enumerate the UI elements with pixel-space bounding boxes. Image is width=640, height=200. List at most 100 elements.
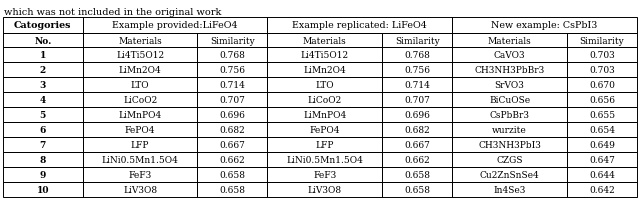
Text: LiMnPO4: LiMnPO4 — [303, 110, 346, 119]
Bar — [198, 34, 268, 48]
Bar — [3, 78, 83, 93]
Text: 0.696: 0.696 — [220, 110, 245, 119]
Text: 0.768: 0.768 — [404, 51, 430, 60]
Bar — [452, 152, 567, 167]
Text: Example provided:LiFeO4: Example provided:LiFeO4 — [113, 21, 238, 30]
Text: Li4Ti5O12: Li4Ti5O12 — [116, 51, 164, 60]
Text: 0.667: 0.667 — [404, 140, 430, 149]
Bar — [83, 152, 198, 167]
Bar — [382, 137, 452, 152]
Text: LiCoO2: LiCoO2 — [123, 96, 157, 104]
Text: 0.658: 0.658 — [404, 170, 430, 179]
Bar — [452, 48, 567, 63]
Text: SrVO3: SrVO3 — [495, 81, 525, 90]
Text: 3: 3 — [40, 81, 46, 90]
Text: 2: 2 — [40, 66, 46, 75]
Bar — [268, 107, 382, 122]
Text: 0.654: 0.654 — [589, 125, 615, 134]
Text: 0.707: 0.707 — [220, 96, 245, 104]
Text: 0.658: 0.658 — [220, 185, 246, 194]
Bar — [198, 48, 268, 63]
Bar — [382, 93, 452, 107]
Bar — [382, 78, 452, 93]
Bar — [382, 107, 452, 122]
Text: LiCoO2: LiCoO2 — [308, 96, 342, 104]
Bar — [3, 137, 83, 152]
Text: CaVO3: CaVO3 — [494, 51, 525, 60]
Bar — [452, 122, 567, 137]
Text: CsPbBr3: CsPbBr3 — [490, 110, 530, 119]
Text: 0.714: 0.714 — [404, 81, 430, 90]
Bar — [268, 34, 382, 48]
Text: LFP: LFP — [316, 140, 334, 149]
Text: 0.707: 0.707 — [404, 96, 430, 104]
Bar — [268, 122, 382, 137]
Text: FePO4: FePO4 — [310, 125, 340, 134]
Bar — [268, 182, 382, 197]
Bar — [382, 167, 452, 182]
Bar — [198, 167, 268, 182]
Text: Similarity: Similarity — [395, 36, 440, 45]
Bar — [567, 167, 637, 182]
Bar — [83, 107, 198, 122]
Bar — [382, 182, 452, 197]
Text: LiV3O8: LiV3O8 — [123, 185, 157, 194]
Bar — [83, 34, 198, 48]
Bar — [3, 34, 83, 48]
Text: Materials: Materials — [488, 36, 531, 45]
Text: Li4Ti5O12: Li4Ti5O12 — [301, 51, 349, 60]
Bar — [268, 137, 382, 152]
Bar — [567, 182, 637, 197]
Text: 4: 4 — [40, 96, 46, 104]
Bar — [382, 34, 452, 48]
Text: 9: 9 — [40, 170, 46, 179]
Bar — [3, 48, 83, 63]
Text: LTO: LTO — [131, 81, 149, 90]
Bar — [452, 18, 637, 34]
Text: CZGS: CZGS — [497, 155, 523, 164]
Bar — [198, 182, 268, 197]
Bar — [452, 167, 567, 182]
Bar — [3, 167, 83, 182]
Bar — [198, 63, 268, 78]
Bar — [83, 18, 268, 34]
Text: 0.662: 0.662 — [404, 155, 430, 164]
Text: 8: 8 — [40, 155, 46, 164]
Bar — [3, 18, 83, 34]
Text: 0.658: 0.658 — [404, 185, 430, 194]
Text: Catogories: Catogories — [14, 21, 72, 30]
Text: 0.703: 0.703 — [589, 51, 615, 60]
Bar — [567, 107, 637, 122]
Text: 0.647: 0.647 — [589, 155, 615, 164]
Bar — [3, 107, 83, 122]
Bar — [83, 137, 198, 152]
Text: LiNi0.5Mn1.5O4: LiNi0.5Mn1.5O4 — [287, 155, 364, 164]
Text: In4Se3: In4Se3 — [493, 185, 526, 194]
Text: FeF3: FeF3 — [129, 170, 152, 179]
Bar — [382, 48, 452, 63]
Bar — [83, 78, 198, 93]
Bar — [268, 48, 382, 63]
Text: FeF3: FeF3 — [313, 170, 337, 179]
Text: BiCuOSe: BiCuOSe — [489, 96, 530, 104]
Bar — [83, 63, 198, 78]
Text: CH3NH3PbI3: CH3NH3PbI3 — [478, 140, 541, 149]
Text: 0.756: 0.756 — [220, 66, 246, 75]
Text: No.: No. — [34, 36, 52, 45]
Bar — [83, 93, 198, 107]
Text: 0.656: 0.656 — [589, 96, 615, 104]
Text: FePO4: FePO4 — [125, 125, 156, 134]
Text: 7: 7 — [40, 140, 46, 149]
Text: 0.682: 0.682 — [220, 125, 245, 134]
Bar — [452, 182, 567, 197]
Text: Example replicated: LiFeO4: Example replicated: LiFeO4 — [292, 21, 428, 30]
Bar — [268, 152, 382, 167]
Bar — [198, 122, 268, 137]
Text: 6: 6 — [40, 125, 46, 134]
Text: LiMn2O4: LiMn2O4 — [119, 66, 161, 75]
Text: LiNi0.5Mn1.5O4: LiNi0.5Mn1.5O4 — [102, 155, 179, 164]
Bar — [198, 107, 268, 122]
Text: 0.696: 0.696 — [404, 110, 430, 119]
Bar — [452, 34, 567, 48]
Bar — [452, 78, 567, 93]
